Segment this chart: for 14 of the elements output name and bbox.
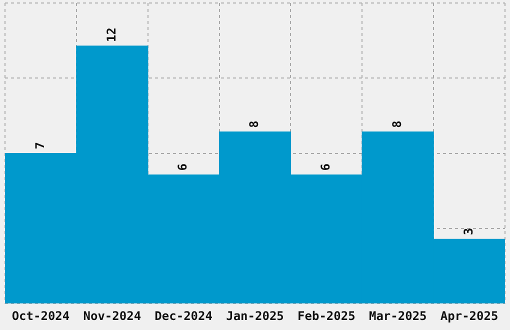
data-label: 7 bbox=[32, 142, 47, 150]
data-label: 3 bbox=[461, 228, 476, 236]
x-tick-label: Feb-2025 bbox=[298, 308, 356, 323]
data-label: 6 bbox=[318, 164, 333, 171]
x-tick-label: Dec-2024 bbox=[154, 308, 212, 323]
data-label: 12 bbox=[104, 27, 118, 42]
data-label: 6 bbox=[176, 164, 190, 171]
x-tick-label: Mar-2025 bbox=[368, 308, 427, 323]
x-tick-label: Jan-2025 bbox=[226, 308, 284, 323]
x-tick-label: Apr-2025 bbox=[440, 308, 498, 323]
data-label: 8 bbox=[247, 120, 262, 128]
data-label: 8 bbox=[390, 120, 404, 128]
x-tick-label: Nov-2024 bbox=[83, 308, 142, 323]
x-tick-label: Oct-2024 bbox=[12, 308, 70, 323]
